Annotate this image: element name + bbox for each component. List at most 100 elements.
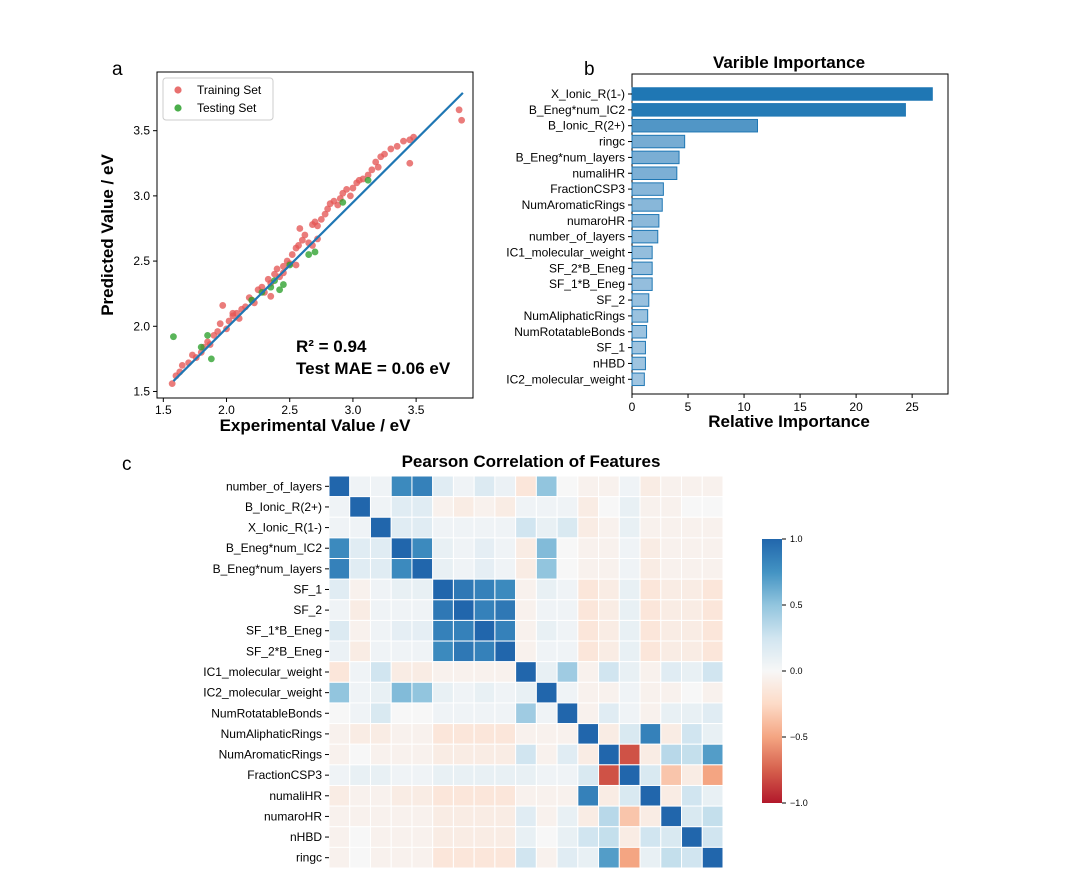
heatmap-cell (411, 516, 434, 539)
heatmap-cell (639, 826, 662, 848)
heatmap-cell (369, 764, 392, 786)
heatmap-cell (556, 723, 579, 745)
scatter-y-tick-label: 3.5 (133, 124, 150, 138)
heatmap-cell (390, 537, 413, 560)
importance-category-label: B_Eneg*num_IC2 (529, 103, 625, 117)
heatmap-cell (598, 599, 620, 621)
training-point (178, 362, 186, 369)
heatmap-cell (390, 826, 413, 848)
heatmap-cell (660, 640, 683, 663)
heatmap-cell (618, 619, 641, 642)
heatmap-cell (701, 826, 724, 848)
heatmap-cell (639, 805, 662, 828)
heatmap-cell (411, 640, 434, 663)
importance-bar (631, 229, 659, 244)
heatmap-cell (535, 846, 558, 869)
heatmap-cell (432, 784, 454, 807)
heatmap-cell (515, 805, 537, 828)
testing-point (204, 332, 211, 339)
heatmap-cell (701, 496, 724, 518)
testing-point (197, 343, 205, 351)
panel-label-c: c (122, 454, 132, 475)
importance-bar (631, 118, 759, 133)
heatmap-row-label: SF_2*B_Eneg (246, 644, 322, 658)
scatter-y-tick-label: 1.5 (133, 384, 150, 398)
heatmap-cell (660, 764, 683, 786)
heatmap-cell (598, 661, 620, 683)
importance-x-tick-label: 15 (793, 400, 807, 414)
heatmap-cell (535, 764, 558, 786)
heatmap-cell (328, 743, 351, 766)
importance-category-label: B_Eneg*num_layers (516, 150, 625, 164)
heatmap-cell (660, 805, 683, 828)
heatmap-cell (639, 516, 662, 539)
heatmap-cell (639, 640, 662, 663)
heatmap-row-label: NumAliphaticRings (221, 727, 322, 741)
heatmap-cell (535, 661, 558, 683)
heatmap-cell (639, 723, 662, 745)
heatmap-cell (535, 826, 558, 848)
heatmap-cell (618, 702, 641, 725)
heatmap-cell (681, 764, 703, 786)
heatmap-cell (618, 784, 641, 807)
heatmap-cell (639, 475, 662, 498)
heatmap-cell (432, 826, 454, 848)
heatmap-cell (349, 805, 371, 828)
heatmap-cell (577, 784, 600, 807)
heatmap-cell (473, 681, 496, 704)
heatmap-cell (494, 475, 517, 498)
heatmap-cell (473, 764, 496, 786)
heatmap-cell (349, 784, 371, 807)
importance-bars: X_Ionic_R(1-) B_Eneg*num_IC2 B_Ionic_R(2+)… (506, 87, 933, 386)
heatmap-cell (452, 661, 475, 683)
heatmap-cell (681, 661, 703, 683)
heatmap-cell (349, 723, 371, 745)
training-point (273, 265, 281, 273)
correlation-title: Pearson Correlation of Features (402, 452, 661, 471)
training-point (349, 184, 357, 192)
importance-category-label: nHBD (593, 356, 625, 370)
heatmap-cell (701, 661, 724, 683)
importance-x-tick-label: 25 (905, 400, 919, 414)
heatmap-cell (411, 475, 434, 498)
heatmap-cell (701, 619, 724, 642)
training-point (374, 163, 382, 171)
heatmap-cell (701, 558, 724, 580)
heatmap-cell (639, 599, 662, 621)
heatmap-cell (701, 640, 724, 663)
training-point (324, 205, 332, 213)
heatmap-cell (390, 578, 413, 601)
heatmap-cell (556, 846, 579, 869)
heatmap-cell (473, 578, 496, 601)
heatmap-cell (349, 619, 371, 642)
heatmap-cell (701, 516, 724, 539)
heatmap-cell (390, 475, 413, 498)
heatmap-cell (494, 578, 517, 601)
heatmap-cell (452, 496, 475, 518)
legend-marker-training (174, 86, 182, 94)
heatmap-cell (535, 723, 558, 745)
heatmap-cell (681, 846, 703, 869)
heatmap-cell (660, 743, 683, 766)
heatmap-cell (639, 496, 662, 518)
heatmap-cell (411, 599, 434, 621)
heatmap-cell (494, 805, 517, 828)
legend-label-training: Training Set (197, 83, 262, 97)
heatmap-cell (515, 496, 537, 518)
heatmap-cell (494, 599, 517, 621)
heatmap-row-label: NumAromaticRings (219, 748, 322, 762)
heatmap-cell (639, 558, 662, 580)
importance-category-label: IC2_molecular_weight (506, 372, 625, 386)
heatmap-cell (328, 619, 351, 642)
heatmap-cell (349, 516, 371, 539)
heatmap-cell (681, 578, 703, 601)
heatmap-cell (390, 805, 413, 828)
heatmap-cell (598, 846, 620, 869)
training-point (334, 201, 342, 209)
testing-point (276, 286, 284, 294)
heatmap-cell (369, 619, 392, 642)
heatmap-cell (411, 784, 434, 807)
heatmap-cell (432, 743, 454, 766)
heatmap-cell (328, 805, 351, 828)
heatmap-cell (701, 702, 724, 725)
